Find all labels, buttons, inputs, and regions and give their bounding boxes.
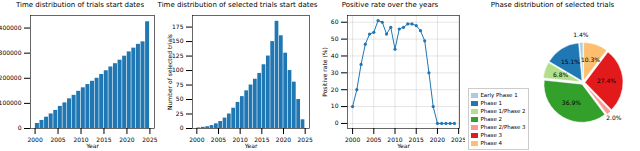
svg-text:200000: 200000 — [0, 74, 22, 81]
svg-text:36.9%: 36.9% — [561, 99, 580, 106]
svg-text:2015: 2015 — [409, 136, 424, 143]
svg-text:2015: 2015 — [96, 135, 112, 143]
svg-text:125: 125 — [172, 52, 184, 59]
svg-text:10: 10 — [331, 102, 339, 109]
html-text:Phase 2: Phase 2 — [480, 116, 503, 122]
svg-text:6.8%: 6.8% — [553, 71, 569, 78]
svg-text:Number of selected trials: Number of selected trials — [166, 34, 173, 110]
svg-text:2015: 2015 — [254, 135, 270, 143]
html-text:Early Phase 1: Early Phase 1 — [480, 92, 518, 98]
svg-text:60: 60 — [331, 18, 339, 25]
svg-text:30: 30 — [331, 69, 339, 76]
html-text:Phase 1: Phase 1 — [480, 100, 503, 106]
svg-text:25: 25 — [176, 110, 184, 117]
svg-text:2000: 2000 — [27, 136, 42, 143]
html-text:Phase 4: Phase 4 — [480, 140, 503, 146]
svg-text:1.4%: 1.4% — [573, 31, 589, 38]
svg-text:75: 75 — [176, 81, 184, 88]
svg-text:15.1%: 15.1% — [560, 58, 579, 65]
svg-text:2000: 2000 — [189, 136, 204, 143]
svg-text:100000: 100000 — [0, 99, 22, 106]
svg-text:2025: 2025 — [298, 136, 313, 143]
svg-text:150: 150 — [172, 37, 184, 44]
svg-text:2025: 2025 — [142, 136, 157, 143]
svg-text:2010: 2010 — [73, 135, 89, 143]
svg-text:0: 0 — [18, 124, 22, 131]
svg-text:Year: Year — [396, 142, 410, 149]
svg-text:175: 175 — [172, 23, 184, 30]
svg-text:0: 0 — [180, 124, 184, 131]
svg-text:400000: 400000 — [0, 24, 22, 31]
html-text:Phase distribution of selected: Phase distribution of selected trials — [490, 1, 615, 9]
svg-text:2020: 2020 — [119, 136, 134, 143]
svg-text:2005: 2005 — [366, 136, 381, 143]
html-text:Time distribution of selected: Time distribution of selected trials sta… — [157, 1, 318, 9]
svg-text:0: 0 — [335, 119, 339, 126]
svg-text:2.0%: 2.0% — [606, 114, 622, 121]
svg-text:2020: 2020 — [430, 136, 445, 143]
svg-text:50: 50 — [176, 95, 184, 102]
html-text:Time distribution of trials st: Time distribution of trials start dates — [16, 1, 144, 9]
svg-text:50: 50 — [331, 35, 339, 42]
svg-text:27.4%: 27.4% — [597, 77, 616, 84]
svg-text:Year: Year — [85, 142, 99, 149]
svg-text:2005: 2005 — [50, 136, 65, 143]
svg-text:2025: 2025 — [451, 136, 465, 143]
svg-text:Positive rate (%): Positive rate (%) — [321, 47, 328, 97]
svg-text:100: 100 — [172, 66, 184, 73]
svg-text:10.3%: 10.3% — [581, 56, 600, 63]
html-text:Phase 2/Phase 3: Phase 2/Phase 3 — [480, 124, 526, 130]
svg-text:300000: 300000 — [0, 49, 22, 56]
svg-text:20: 20 — [331, 86, 339, 93]
svg-text:2005: 2005 — [211, 136, 226, 143]
svg-text:2000: 2000 — [345, 136, 360, 143]
svg-text:2010: 2010 — [232, 135, 248, 143]
svg-text:40: 40 — [331, 52, 339, 59]
svg-text:2020: 2020 — [276, 136, 291, 143]
svg-text:Year: Year — [244, 142, 258, 149]
html-text:Phase 1/Phase 2: Phase 1/Phase 2 — [480, 108, 526, 114]
svg-text:2010: 2010 — [387, 135, 403, 143]
html-text:Phase 3: Phase 3 — [480, 132, 503, 138]
html-text:Positive rate over the years: Positive rate over the years — [341, 1, 439, 9]
